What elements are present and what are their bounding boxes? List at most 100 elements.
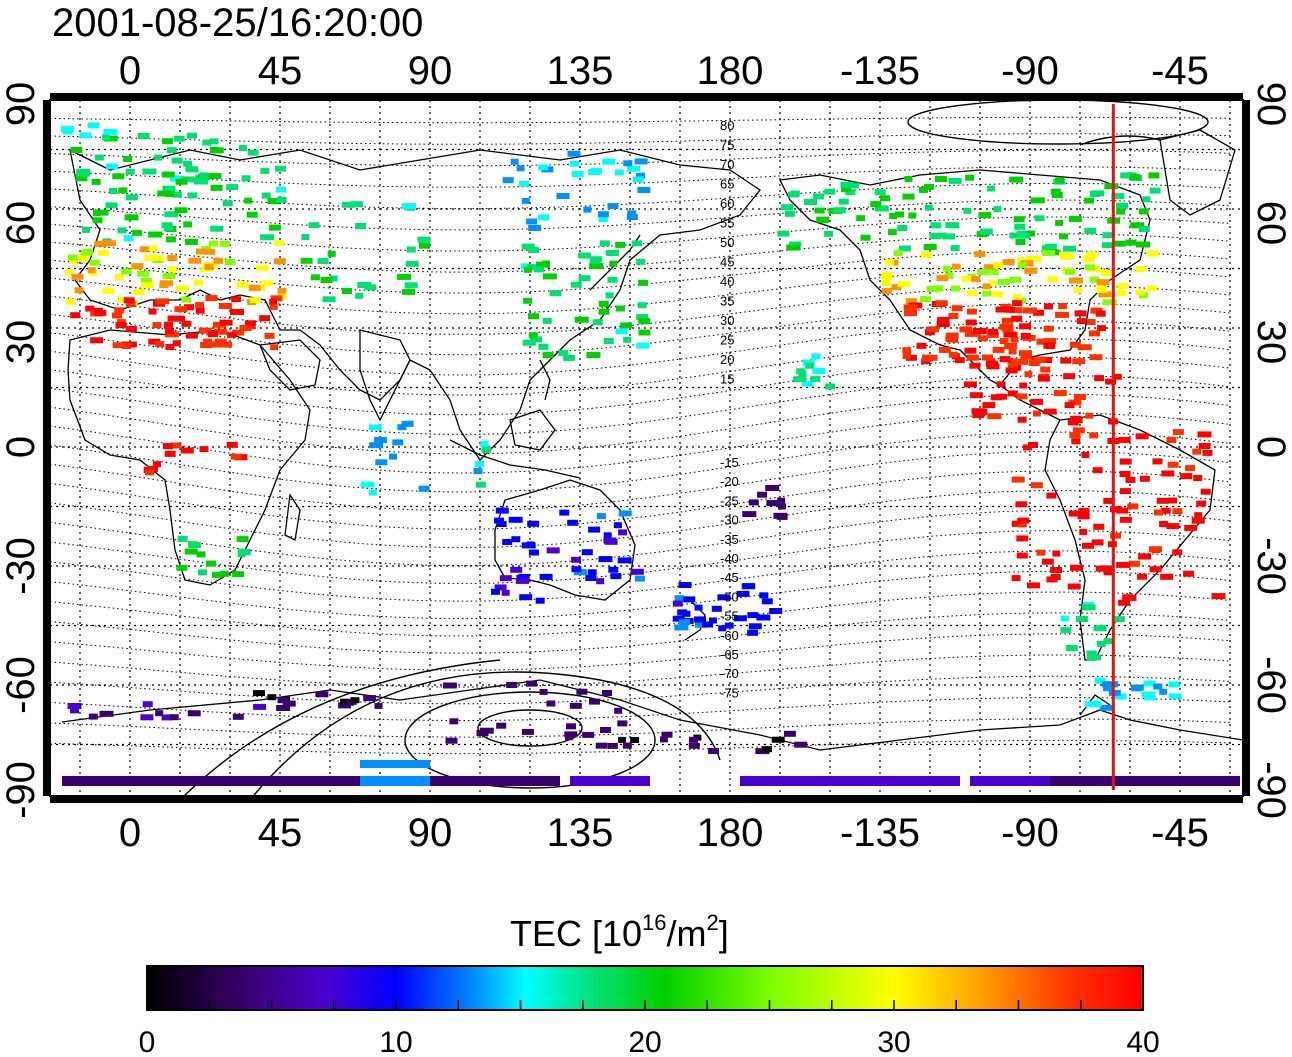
tec-patch xyxy=(94,240,108,247)
tec-patch xyxy=(1014,223,1026,230)
tec-patch xyxy=(860,234,871,241)
contour-label: 60 xyxy=(720,196,734,211)
tec-patch xyxy=(582,731,595,738)
tec-patch xyxy=(402,203,416,210)
tec-patch xyxy=(1028,360,1040,366)
tec-patch xyxy=(350,697,360,704)
tec-patch xyxy=(1040,366,1051,373)
tec-patch xyxy=(329,275,338,282)
tec-patch xyxy=(733,615,747,622)
tec-patch xyxy=(227,331,237,338)
tec-patch xyxy=(902,347,912,354)
tec-observations xyxy=(61,122,1240,786)
tec-patch xyxy=(1043,342,1056,349)
right-lat-tick: -60 xyxy=(1249,656,1292,714)
tec-patch xyxy=(916,342,927,349)
tec-patch xyxy=(273,258,286,265)
tec-patch xyxy=(556,193,570,199)
tec-patch xyxy=(310,274,320,281)
geomagnetic-contour xyxy=(50,166,1231,188)
tec-patch xyxy=(1097,325,1106,332)
tec-patch xyxy=(342,288,352,294)
tec-patch xyxy=(1194,512,1203,519)
north-pole-contour-inner xyxy=(1079,135,1161,146)
tec-patch xyxy=(496,722,507,729)
geomagnetic-contour xyxy=(50,591,1231,637)
tec-patch xyxy=(1089,191,1100,197)
tec-patch xyxy=(576,688,588,695)
right-latitude-axis: 90 60 30 0 -30 -60 -90 xyxy=(1249,82,1292,819)
tec-patch xyxy=(603,338,614,344)
tec-patch xyxy=(781,204,794,211)
tec-patch xyxy=(102,134,111,141)
tec-patch xyxy=(944,272,954,279)
tec-patch xyxy=(1085,264,1096,271)
tec-patch xyxy=(963,207,972,214)
tec-patch xyxy=(1117,283,1129,289)
top-lon-tick: -135 xyxy=(840,49,920,93)
contour-label: 65 xyxy=(720,177,734,192)
tec-patch xyxy=(1004,342,1018,349)
tec-patch xyxy=(1081,604,1096,611)
coast-arabia xyxy=(259,339,321,391)
tec-patch xyxy=(571,171,584,177)
tec-patch xyxy=(1043,325,1054,332)
geomagnetic-contour xyxy=(50,490,1231,548)
tec-patch xyxy=(322,296,336,303)
tec-patch xyxy=(275,165,287,172)
tec-patch xyxy=(759,592,769,599)
tec-patch xyxy=(586,352,601,358)
tec-patch xyxy=(570,281,582,288)
tec-patch xyxy=(1012,294,1022,301)
contour-label: -60 xyxy=(720,628,739,643)
tec-patch xyxy=(1060,357,1072,364)
tec-patch xyxy=(495,507,509,514)
tec-patch xyxy=(638,279,649,286)
tec-patch xyxy=(661,731,673,738)
tec-patch xyxy=(1096,640,1106,647)
tec-patch xyxy=(742,511,757,518)
tec-patch xyxy=(1005,367,1018,374)
coast-antarctic-peninsula xyxy=(1079,694,1111,716)
tec-patch xyxy=(1089,432,1099,439)
tec-patch xyxy=(539,688,548,695)
tec-patch xyxy=(583,206,592,213)
tec-patch xyxy=(1017,358,1029,365)
tec-patch xyxy=(945,332,959,339)
tec-patch xyxy=(1119,488,1131,495)
tec-patch xyxy=(183,221,193,228)
contour-label: -75 xyxy=(720,685,739,700)
tec-patch xyxy=(1185,465,1196,472)
tec-patch xyxy=(76,168,91,175)
tec-patch xyxy=(599,240,610,247)
tec-patch xyxy=(230,453,242,460)
tec-patch xyxy=(1086,650,1097,657)
tec-patch xyxy=(176,285,190,292)
tec-patch xyxy=(232,713,244,720)
tec-patch xyxy=(187,132,197,139)
tec-patch xyxy=(571,556,582,563)
tec-patch xyxy=(804,199,817,205)
tec-patch xyxy=(276,186,287,193)
tec-patch xyxy=(598,300,609,307)
geomagnetic-contour xyxy=(50,570,1231,620)
tec-patch xyxy=(65,269,73,276)
tec-patch xyxy=(502,177,514,184)
tec-patch xyxy=(210,184,223,191)
tec-patch xyxy=(1012,300,1023,307)
tec-band xyxy=(360,760,430,768)
tec-patch xyxy=(630,568,644,575)
tec-patch xyxy=(1160,507,1171,514)
contour-labels-south: -15 -20 -25 -30 -35 -40 -45 -50 -55 -60 -65 -70 -75 xyxy=(720,455,739,700)
tec-patch xyxy=(124,214,139,221)
tec-patch xyxy=(1183,570,1195,577)
tec-patch xyxy=(1055,311,1070,318)
contour-label: 55 xyxy=(720,216,734,231)
tec-patch xyxy=(165,344,175,350)
tec-patch xyxy=(630,737,640,743)
tec-patch xyxy=(814,207,825,214)
tec-patch xyxy=(99,710,114,717)
tec-patch xyxy=(596,513,606,520)
tec-patch xyxy=(1017,517,1030,524)
tec-patch xyxy=(607,276,618,283)
